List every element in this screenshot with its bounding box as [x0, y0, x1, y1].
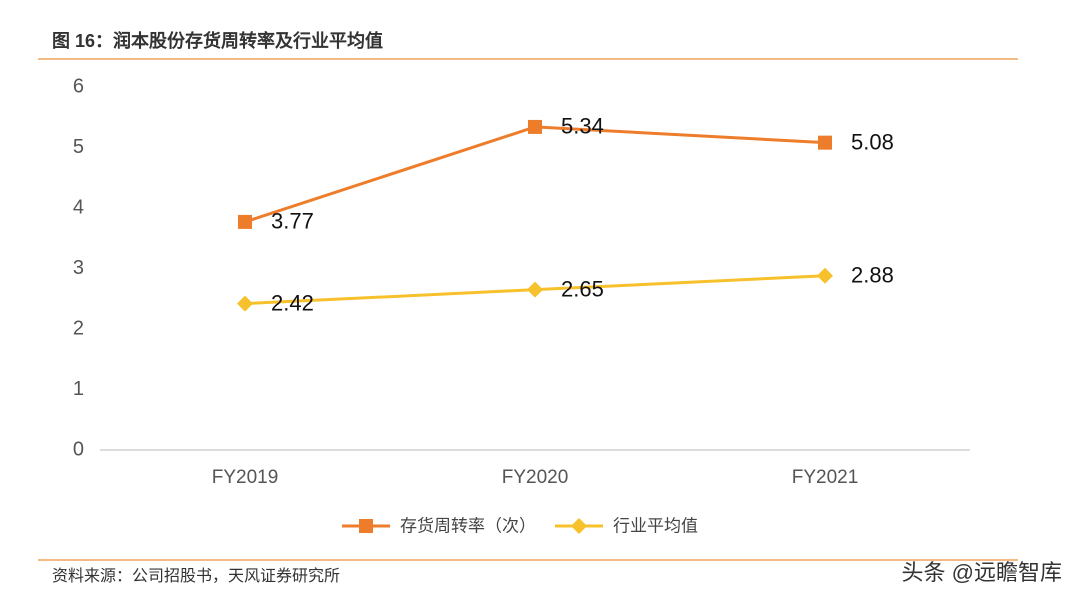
data-point [528, 119, 542, 134]
y-tick-label: 5 [73, 136, 84, 158]
source: 资料来源：公司招股书，天风证券研究所 [52, 567, 340, 585]
watermark: 头条 @远瞻智库 [902, 560, 1062, 585]
y-tick-label: 2 [73, 317, 84, 339]
data-label: 2.42 [271, 290, 314, 315]
legend-marker [359, 519, 373, 533]
data-point [527, 281, 543, 298]
x-tick-label: FY2019 [212, 467, 279, 488]
data-point [237, 295, 253, 312]
x-tick-label: FY2020 [502, 467, 569, 488]
x-tick-label: FY2021 [792, 467, 859, 488]
data-point [817, 267, 833, 284]
chart-title: 图 16：润本股份存货周转率及行业平均值 [52, 30, 383, 51]
y-tick-label: 4 [73, 196, 84, 218]
data-label: 5.08 [851, 129, 894, 154]
legend-marker [571, 518, 587, 534]
legend-label: 存货周转率（次） [400, 516, 536, 535]
y-tick-label: 6 [73, 75, 84, 97]
data-point [818, 135, 832, 150]
legend-label: 行业平均值 [613, 516, 698, 535]
y-tick-label: 3 [73, 257, 84, 279]
data-point [238, 214, 252, 229]
data-label: 5.34 [561, 114, 604, 139]
data-label: 2.65 [561, 276, 604, 301]
y-tick-label: 0 [73, 438, 84, 460]
data-label: 2.88 [851, 263, 894, 288]
y-tick-label: 1 [73, 378, 84, 400]
series-line [244, 125, 826, 224]
data-label: 3.77 [271, 209, 314, 234]
